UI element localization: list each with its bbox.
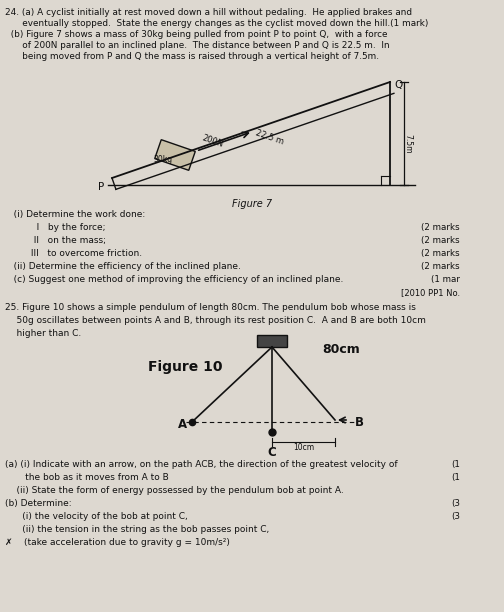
Text: 24. (a) A cyclist initially at rest moved down a hill without pedaling.  He appl: 24. (a) A cyclist initially at rest move… [5, 8, 412, 17]
Text: 30kg: 30kg [153, 154, 172, 163]
Text: Figure 7: Figure 7 [232, 199, 272, 209]
Text: Figure 10: Figure 10 [148, 360, 222, 374]
Text: 80cm: 80cm [322, 343, 360, 356]
Bar [257, 335, 287, 347]
Text: 200N: 200N [201, 133, 225, 149]
Text: (ii) Determine the efficiency of the inclined plane.: (ii) Determine the efficiency of the inc… [5, 262, 241, 271]
Text: (3: (3 [451, 512, 460, 521]
Polygon shape [155, 140, 195, 170]
Text: (i) the velocity of the bob at point C,: (i) the velocity of the bob at point C, [5, 512, 188, 521]
Text: Q: Q [394, 80, 402, 90]
Text: 7.5m: 7.5m [404, 133, 412, 153]
Text: being moved from P and Q the mass is raised through a vertical height of 7.5m.: being moved from P and Q the mass is rai… [5, 52, 379, 61]
Text: II   on the mass;: II on the mass; [5, 236, 106, 245]
Text: (a) (i) Indicate with an arrow, on the path ACB, the direction of the greatest v: (a) (i) Indicate with an arrow, on the p… [5, 460, 398, 469]
Text: 22.5 m: 22.5 m [255, 129, 285, 146]
Text: (i) Determine the work done:: (i) Determine the work done: [5, 210, 145, 219]
Text: [2010 PP1 No.: [2010 PP1 No. [401, 288, 460, 297]
Text: (b) Determine:: (b) Determine: [5, 499, 72, 508]
Text: of 200N parallel to an inclined plane.  The distance between P and Q is 22.5 m. : of 200N parallel to an inclined plane. T… [5, 41, 390, 50]
Text: (3: (3 [451, 499, 460, 508]
Text: (b) Figure 7 shows a mass of 30kg being pulled from point P to point Q,  with a : (b) Figure 7 shows a mass of 30kg being … [5, 30, 388, 39]
Text: (1: (1 [451, 460, 460, 469]
Text: the bob as it moves from A to B: the bob as it moves from A to B [5, 473, 169, 482]
Text: eventually stopped.  State the energy changes as the cyclist moved down the hill: eventually stopped. State the energy cha… [5, 19, 428, 28]
Text: ✗    (take acceleration due to gravity g = 10m/s²): ✗ (take acceleration due to gravity g = … [5, 538, 230, 547]
Text: (ii) State the form of energy possessed by the pendulum bob at point A.: (ii) State the form of energy possessed … [5, 486, 344, 495]
Text: 10cm: 10cm [293, 443, 314, 452]
Text: (2 marks: (2 marks [421, 249, 460, 258]
Text: (1 mar: (1 mar [431, 275, 460, 284]
Text: A: A [178, 417, 187, 430]
Text: (2 marks: (2 marks [421, 236, 460, 245]
Text: III   to overcome friction.: III to overcome friction. [5, 249, 142, 258]
Text: (ii) the tension in the string as the bob passes point C,: (ii) the tension in the string as the bo… [5, 525, 269, 534]
Text: C: C [268, 446, 276, 459]
Text: I   by the force;: I by the force; [5, 223, 105, 232]
Text: 25. Figure 10 shows a simple pendulum of length 80cm. The pendulum bob whose mas: 25. Figure 10 shows a simple pendulum of… [5, 303, 416, 312]
Text: B: B [355, 416, 364, 428]
Text: higher than C.: higher than C. [5, 329, 81, 338]
Text: (1: (1 [451, 473, 460, 482]
Text: (2 marks: (2 marks [421, 262, 460, 271]
Text: 50g oscillates between points A and B, through its rest position C.  A and B are: 50g oscillates between points A and B, t… [5, 316, 426, 325]
Text: (c) Suggest one method of improving the efficiency of an inclined plane.: (c) Suggest one method of improving the … [5, 275, 343, 284]
Text: (2 marks: (2 marks [421, 223, 460, 232]
Text: P: P [98, 182, 104, 192]
